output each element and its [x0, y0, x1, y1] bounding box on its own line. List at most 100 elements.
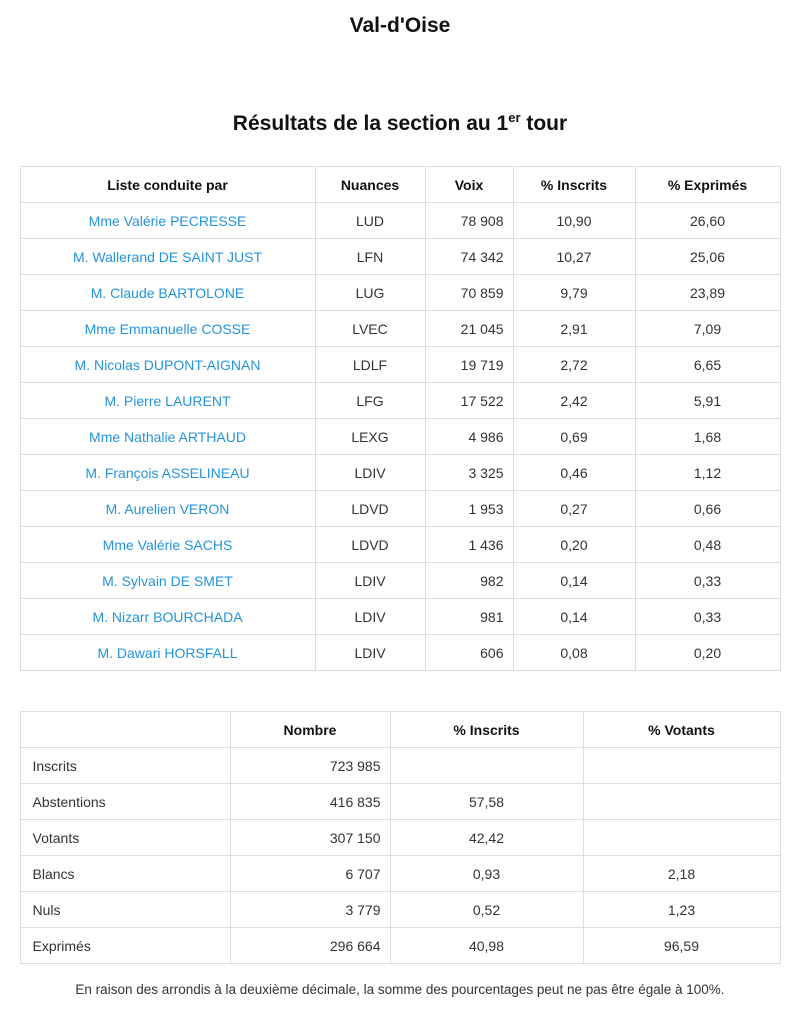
candidate-link[interactable]: M. François ASSELINEAU	[85, 464, 250, 481]
voix-cell: 19 719	[424, 346, 514, 383]
candidate-link[interactable]: Mme Nathalie ARTHAUD	[89, 428, 246, 445]
summary-label-cell: Inscrits	[19, 747, 231, 784]
page-title: Val-d'Oise	[349, 14, 451, 37]
pct-inscrits-cell: 57,58	[389, 783, 584, 820]
voix-cell: 3 325	[424, 454, 514, 491]
candidate-link[interactable]: M. Dawari HORSFALL	[97, 644, 238, 661]
candidate-cell: M. Sylvain DE SMET	[19, 562, 316, 599]
nuance-cell: LDVD	[314, 526, 426, 563]
pct-exprimes-cell: 26,60	[634, 202, 781, 239]
candidate-link[interactable]: Mme Valérie PECRESSE	[88, 212, 247, 229]
pct-votants-cell	[582, 783, 781, 820]
table-row: Mme Emmanuelle COSSE LVEC 21 045 2,91 7,…	[19, 310, 781, 347]
candidate-link[interactable]: Mme Valérie SACHS	[102, 536, 233, 553]
candidate-cell: M. François ASSELINEAU	[19, 454, 316, 491]
nuance-cell: LDIV	[314, 598, 426, 635]
candidate-cell: Mme Nathalie ARTHAUD	[19, 418, 316, 455]
nuance-cell: LDIV	[314, 454, 426, 491]
pct-exprimes-cell: 1,68	[634, 418, 781, 455]
pct-inscrits-cell: 40,98	[389, 927, 584, 964]
column-header-nombre: Nombre	[229, 711, 391, 748]
summary-label-cell: Exprimés	[19, 927, 231, 964]
rounding-footnote: En raison des arrondis à la deuxième déc…	[75, 982, 725, 997]
subtitle-suffix: tour	[520, 112, 568, 135]
candidate-link[interactable]: M. Nicolas DUPONT-AIGNAN	[74, 356, 261, 373]
pct-votants-cell	[582, 819, 781, 856]
candidate-link[interactable]: M. Nizarr BOURCHADA	[92, 608, 243, 625]
pct-votants-cell: 2,18	[582, 855, 781, 892]
table-row: Mme Valérie SACHS LDVD 1 436 0,20 0,48	[19, 526, 781, 563]
candidate-link[interactable]: M. Aurelien VERON	[105, 500, 230, 517]
candidate-link[interactable]: M. Pierre LAURENT	[104, 392, 231, 409]
results-header-row: Liste conduite par Nuances Voix % Inscri…	[19, 166, 781, 203]
pct-exprimes-cell: 0,66	[634, 490, 781, 527]
pct-inscrits-cell: 2,91	[512, 310, 636, 347]
table-row: Votants 307 150 42,42	[19, 819, 781, 856]
nuance-cell: LVEC	[314, 310, 426, 347]
candidate-cell: M. Dawari HORSFALL	[19, 634, 316, 671]
pct-inscrits-cell: 0,93	[389, 855, 584, 892]
table-row: M. Aurelien VERON LDVD 1 953 0,27 0,66	[19, 490, 781, 527]
candidate-link[interactable]: M. Claude BARTOLONE	[90, 284, 245, 301]
table-row: Mme Nathalie ARTHAUD LEXG 4 986 0,69 1,6…	[19, 418, 781, 455]
table-row: M. Pierre LAURENT LFG 17 522 2,42 5,91	[19, 382, 781, 419]
pct-exprimes-cell: 25,06	[634, 238, 781, 275]
subtitle-superscript: er	[508, 110, 521, 125]
table-row: Inscrits 723 985	[19, 747, 781, 784]
column-header-liste: Liste conduite par	[19, 166, 316, 203]
candidate-cell: M. Wallerand DE SAINT JUST	[19, 238, 316, 275]
table-row: M. Sylvain DE SMET LDIV 982 0,14 0,33	[19, 562, 781, 599]
table-row: Blancs 6 707 0,93 2,18	[19, 855, 781, 892]
pct-inscrits-cell: 0,14	[512, 562, 636, 599]
column-header-pct-votants: % Votants	[582, 711, 781, 748]
column-header-pct-exprimes: % Exprimés	[634, 166, 781, 203]
table-row: M. François ASSELINEAU LDIV 3 325 0,46 1…	[19, 454, 781, 491]
voix-cell: 606	[424, 634, 514, 671]
voix-cell: 17 522	[424, 382, 514, 419]
table-row: Exprimés 296 664 40,98 96,59	[19, 927, 781, 964]
table-row: Mme Valérie PECRESSE LUD 78 908 10,90 26…	[19, 202, 781, 239]
column-header-voix: Voix	[424, 166, 514, 203]
pct-exprimes-cell: 0,48	[634, 526, 781, 563]
candidate-cell: Mme Valérie SACHS	[19, 526, 316, 563]
pct-exprimes-cell: 23,89	[634, 274, 781, 311]
nombre-cell: 3 779	[229, 891, 391, 928]
table-row: M. Wallerand DE SAINT JUST LFN 74 342 10…	[19, 238, 781, 275]
candidate-link[interactable]: M. Wallerand DE SAINT JUST	[72, 248, 263, 265]
pct-inscrits-cell: 10,27	[512, 238, 636, 275]
pct-inscrits-cell: 0,46	[512, 454, 636, 491]
voix-cell: 78 908	[424, 202, 514, 239]
candidate-cell: M. Nicolas DUPONT-AIGNAN	[19, 346, 316, 383]
nuance-cell: LDIV	[314, 562, 426, 599]
voix-cell: 70 859	[424, 274, 514, 311]
nombre-cell: 296 664	[229, 927, 391, 964]
table-row: M. Dawari HORSFALL LDIV 606 0,08 0,20	[19, 634, 781, 671]
pct-inscrits-cell: 0,27	[512, 490, 636, 527]
nuance-cell: LDLF	[314, 346, 426, 383]
nombre-cell: 307 150	[229, 819, 391, 856]
candidate-link[interactable]: Mme Emmanuelle COSSE	[84, 320, 251, 337]
pct-exprimes-cell: 1,12	[634, 454, 781, 491]
nuance-cell: LDVD	[314, 490, 426, 527]
pct-inscrits-cell: 0,69	[512, 418, 636, 455]
summary-label-cell: Votants	[19, 819, 231, 856]
nuance-cell: LFN	[314, 238, 426, 275]
column-header-pct-inscrits: % Inscrits	[512, 166, 636, 203]
pct-inscrits-cell: 42,42	[389, 819, 584, 856]
nuance-cell: LFG	[314, 382, 426, 419]
summary-header-row: Nombre % Inscrits % Votants	[19, 711, 781, 748]
pct-inscrits-cell: 2,72	[512, 346, 636, 383]
candidate-cell: M. Claude BARTOLONE	[19, 274, 316, 311]
nuance-cell: LUG	[314, 274, 426, 311]
pct-inscrits-cell: 9,79	[512, 274, 636, 311]
nuance-cell: LUD	[314, 202, 426, 239]
pct-exprimes-cell: 7,09	[634, 310, 781, 347]
nuance-cell: LDIV	[314, 634, 426, 671]
pct-votants-cell: 1,23	[582, 891, 781, 928]
candidate-cell: M. Pierre LAURENT	[19, 382, 316, 419]
table-row: M. Claude BARTOLONE LUG 70 859 9,79 23,8…	[19, 274, 781, 311]
voix-cell: 74 342	[424, 238, 514, 275]
table-row: M. Nizarr BOURCHADA LDIV 981 0,14 0,33	[19, 598, 781, 635]
candidate-link[interactable]: M. Sylvain DE SMET	[102, 572, 233, 589]
table-row: Abstentions 416 835 57,58	[19, 783, 781, 820]
